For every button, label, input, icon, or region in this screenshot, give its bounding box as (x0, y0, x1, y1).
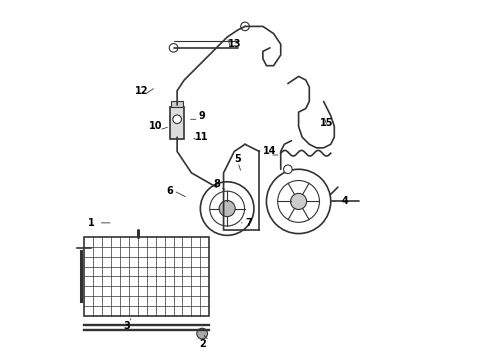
Circle shape (241, 22, 249, 31)
Circle shape (291, 193, 307, 210)
Text: 8: 8 (213, 179, 220, 189)
Text: 5: 5 (235, 154, 241, 163)
Text: 11: 11 (196, 132, 209, 142)
Circle shape (198, 329, 206, 338)
Text: 10: 10 (149, 121, 163, 131)
Text: 1: 1 (88, 218, 95, 228)
Text: 12: 12 (135, 86, 148, 96)
Circle shape (197, 328, 207, 339)
Circle shape (169, 44, 178, 52)
Text: 6: 6 (167, 186, 173, 196)
Text: 15: 15 (320, 118, 334, 128)
Bar (170, 107, 184, 139)
Text: 9: 9 (199, 111, 205, 121)
Text: 14: 14 (263, 147, 277, 157)
Bar (84, 237, 209, 316)
Text: 2: 2 (199, 339, 205, 349)
Text: 13: 13 (227, 39, 241, 49)
Circle shape (219, 201, 235, 217)
Text: 4: 4 (342, 197, 348, 206)
Circle shape (173, 115, 181, 123)
Text: 7: 7 (245, 218, 252, 228)
Text: 3: 3 (124, 321, 130, 332)
Bar (171, 102, 183, 107)
Circle shape (284, 165, 292, 174)
